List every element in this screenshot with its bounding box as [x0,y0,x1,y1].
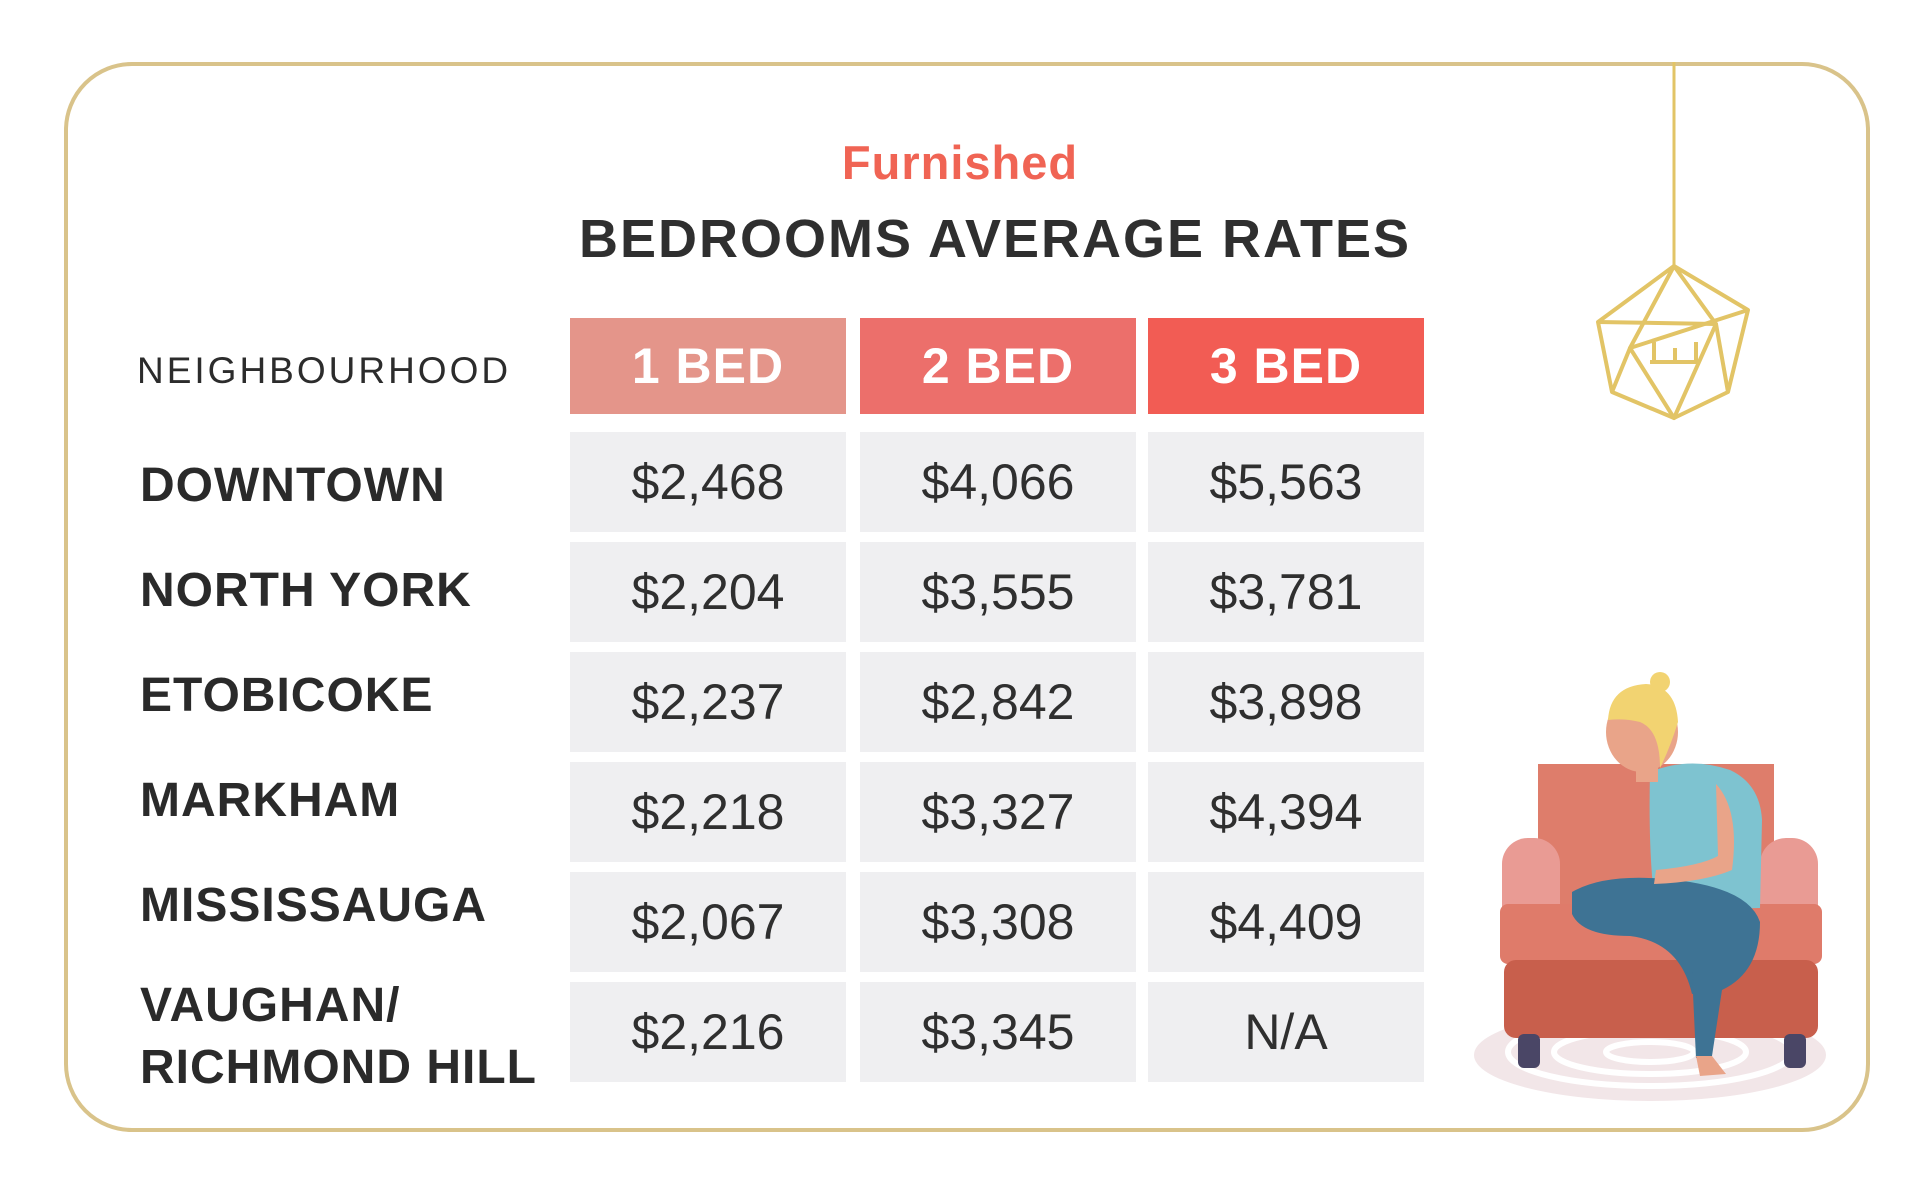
chandelier-illustration [1596,62,1750,420]
column-header: 1 BED [570,318,846,414]
chart-title: BEDROOMS AVERAGE RATES [578,209,1412,269]
neighbourhood-column-label: NEIGHBOURHOOD [137,350,512,391]
person-on-armchair-illustration [1474,672,1826,1101]
table-cell: N/A [1148,982,1424,1082]
table-cell: $2,842 [860,652,1136,752]
table-cell: $3,898 [1148,652,1424,752]
table-cell: $3,555 [860,542,1136,642]
row-label: VAUGHAN/ RICHMOND HILL [140,979,537,1094]
table-cell: $3,345 [860,982,1136,1082]
table-cell: $3,327 [860,762,1136,862]
column-header: 2 BED [860,318,1136,414]
table-cell: $4,066 [860,432,1136,532]
row-label: MARKHAM [140,774,401,827]
table-cell: $3,308 [860,872,1136,972]
row-label: ETOBICOKE [140,669,434,722]
table-cell: $2,468 [570,432,846,532]
table-cell: $4,409 [1148,872,1424,972]
table-cell: $4,394 [1148,762,1424,862]
table-cell: $3,781 [1148,542,1424,642]
row-label: NORTH YORK [140,564,472,617]
column-header: 3 BED [1148,318,1424,414]
table-cell: $2,216 [570,982,846,1082]
row-label: MISSISSAUGA [140,879,488,932]
table-cell: $2,218 [570,762,846,862]
table-cell: $2,204 [570,542,846,642]
row-label: DOWNTOWN [140,459,446,512]
table-cell: $5,563 [1148,432,1424,532]
subtitle: Furnished [841,136,1079,189]
table-cell: $2,067 [570,872,846,972]
table-cell: $2,237 [570,652,846,752]
